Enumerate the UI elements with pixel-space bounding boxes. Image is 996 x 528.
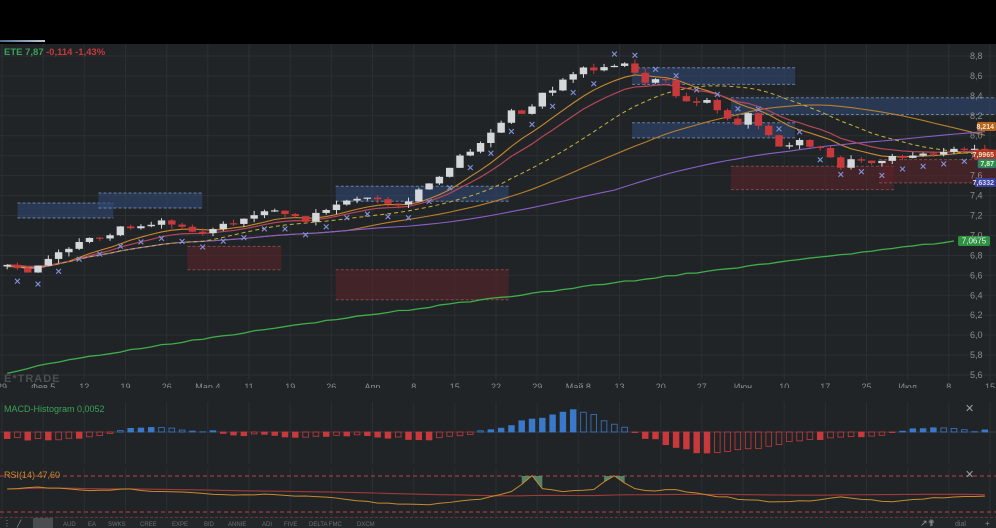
svg-text:7,6332: 7,6332 <box>973 180 995 187</box>
svg-text:17: 17 <box>820 382 830 388</box>
svg-text:Июл: Июл <box>899 382 917 388</box>
svg-text:Мар 4: Мар 4 <box>195 382 220 388</box>
svg-text:+: + <box>985 519 990 528</box>
svg-text:8,0: 8,0 <box>970 131 983 141</box>
svg-text:6,6: 6,6 <box>970 270 983 280</box>
svg-text:EA: EA <box>88 522 96 528</box>
svg-text:6,8: 6,8 <box>970 250 983 260</box>
svg-text:↗✟: ↗✟ <box>920 518 935 528</box>
svg-text:-0,114 -1,43%: -0,114 -1,43% <box>46 47 106 58</box>
svg-text:7,87: 7,87 <box>980 161 994 168</box>
svg-text:5,6: 5,6 <box>970 370 983 380</box>
svg-text:7,0: 7,0 <box>970 230 983 240</box>
svg-text:25: 25 <box>861 382 871 388</box>
svg-text:27: 27 <box>697 382 707 388</box>
svg-text:⋮: ⋮ <box>3 519 11 528</box>
svg-text:19: 19 <box>120 382 130 388</box>
svg-text:5,8: 5,8 <box>970 350 983 360</box>
svg-text:20: 20 <box>656 382 666 388</box>
svg-text:29: 29 <box>532 382 542 388</box>
svg-text:AUD: AUD <box>63 522 76 528</box>
svg-text:29: 29 <box>0 382 7 388</box>
svg-text:DXCM: DXCM <box>357 522 375 528</box>
svg-text:╱: ╱ <box>16 519 22 528</box>
svg-text:✕: ✕ <box>965 469 974 481</box>
svg-text:15: 15 <box>450 382 460 388</box>
svg-text:EXPE: EXPE <box>172 522 188 528</box>
svg-text:ETE 7,87: ETE 7,87 <box>4 47 44 58</box>
svg-text:MACD-Histogram 0,0052: MACD-Histogram 0,0052 <box>4 404 105 414</box>
svg-text:8: 8 <box>411 382 416 388</box>
svg-text:6,2: 6,2 <box>970 310 983 320</box>
svg-text:8: 8 <box>946 382 951 388</box>
svg-text:8,2: 8,2 <box>970 111 983 121</box>
svg-text:13: 13 <box>614 382 624 388</box>
svg-text:✕: ✕ <box>965 403 974 415</box>
svg-text:6,0: 6,0 <box>970 330 983 340</box>
svg-text:15: 15 <box>985 382 995 388</box>
svg-text:Фев 5: Фев 5 <box>31 382 55 388</box>
svg-text:BID: BID <box>204 522 215 528</box>
svg-text:ANNIE: ANNIE <box>228 522 246 528</box>
svg-text:19: 19 <box>285 382 295 388</box>
svg-text:8,4: 8,4 <box>970 91 983 101</box>
svg-text:Июн: Июн <box>734 382 752 388</box>
svg-text:11: 11 <box>244 382 253 388</box>
svg-text:22: 22 <box>491 382 501 388</box>
svg-text:Май 8: Май 8 <box>566 382 591 388</box>
svg-text:ADI: ADI <box>262 522 272 528</box>
svg-text:6,4: 6,4 <box>970 290 983 300</box>
svg-text:7,4: 7,4 <box>970 191 983 201</box>
svg-text:CREE: CREE <box>140 522 157 528</box>
svg-text:FIVE: FIVE <box>284 522 297 528</box>
svg-text:10: 10 <box>779 382 789 388</box>
svg-text:26: 26 <box>326 382 336 388</box>
svg-text:8,6: 8,6 <box>970 71 983 81</box>
svg-text:26: 26 <box>162 382 172 388</box>
svg-text:SWKS: SWKS <box>108 522 126 528</box>
svg-text:8,8: 8,8 <box>970 51 983 61</box>
svg-text:dial: dial <box>955 521 966 528</box>
svg-text:12: 12 <box>79 382 89 388</box>
svg-text:8,214: 8,214 <box>976 124 994 131</box>
svg-text:7,2: 7,2 <box>970 211 983 221</box>
svg-text:7,9965: 7,9965 <box>973 152 995 159</box>
svg-text:Апр: Апр <box>365 382 381 388</box>
svg-text:RSI(14) 47,60: RSI(14) 47,60 <box>4 470 60 480</box>
svg-text:DELTA FMC: DELTA FMC <box>309 522 342 528</box>
